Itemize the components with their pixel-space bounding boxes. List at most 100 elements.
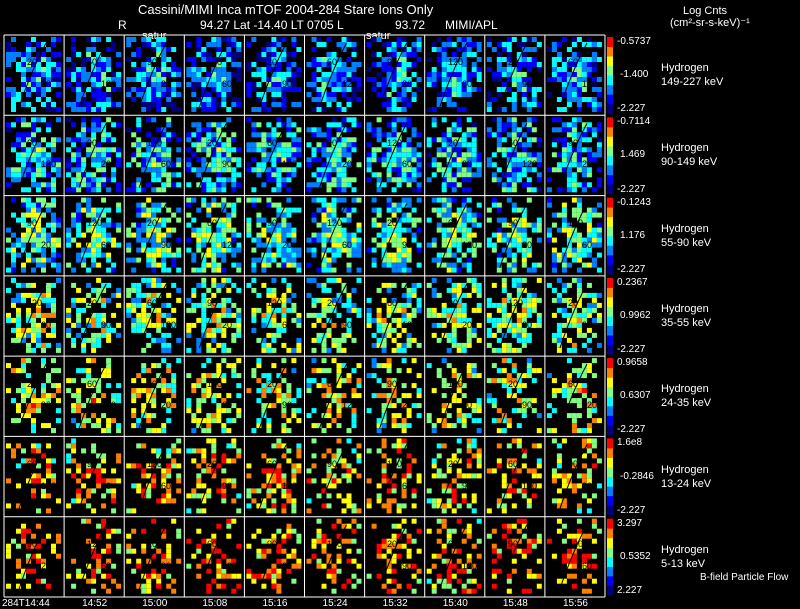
image-annotation: 60 <box>222 400 233 410</box>
image-annotation: 120 <box>522 159 538 169</box>
image-annotation: 90 <box>161 240 172 250</box>
image-annotation: 120 <box>282 159 298 169</box>
heatmap-cell-image <box>6 523 61 590</box>
heatmap-cell-image <box>66 117 122 193</box>
image-annotation: 120 <box>147 459 163 469</box>
heatmap-cell-image <box>486 438 542 514</box>
image-annotation: 20 <box>222 320 233 330</box>
heatmap-cell-image <box>306 277 362 353</box>
colorbar-min-label: -2.227 <box>617 183 646 195</box>
heatmap-cell-image <box>186 117 242 193</box>
image-annotation: 120 <box>582 400 598 410</box>
time-tick-label: 15:40 <box>442 598 468 609</box>
image-annotation: 20 <box>27 379 38 389</box>
image-annotation: 60 <box>147 298 158 308</box>
heatmap-cell-image <box>66 518 122 594</box>
image-annotation: 20 <box>207 138 218 148</box>
image-annotation: 60 <box>522 320 533 330</box>
image-annotation: 90 <box>27 218 38 228</box>
colorbar-mid-label: 0.9962 <box>620 310 651 321</box>
image-annotation: 120 <box>222 240 238 250</box>
legend-bottom: B-field Particle Flow <box>700 572 789 583</box>
image-annotation: 90 <box>41 400 52 410</box>
heatmap-cell-image <box>306 117 362 193</box>
image-annotation: 90 <box>342 320 353 330</box>
image-annotation: 120 <box>222 561 238 571</box>
image-annotation: 20 <box>402 79 413 89</box>
image-annotation: 60 <box>568 57 579 67</box>
image-annotation: 60 <box>402 481 413 491</box>
colorbar <box>607 438 613 516</box>
image-annotation: 20 <box>448 459 459 469</box>
image-annotation: 60 <box>508 138 519 148</box>
image-annotation: 20 <box>568 298 579 308</box>
colorbar-mid-label: -1.400 <box>620 69 649 81</box>
image-annotation: 20 <box>508 57 519 67</box>
heatmap-cell-image <box>306 37 362 112</box>
image-annotation: 60 <box>27 138 38 148</box>
heatmap-cell-image <box>126 37 182 112</box>
heatmap-cell-image <box>306 358 362 434</box>
colorbar-max-label: -0.7114 <box>617 116 651 128</box>
image-annotation: 60 <box>207 218 218 228</box>
colorbar-mid-label: 1.469 <box>620 149 646 161</box>
image-annotation: 20 <box>387 218 398 228</box>
heatmap-cell-image <box>486 197 542 273</box>
image-annotation: 120 <box>161 320 177 330</box>
heatmap-cell-image <box>366 282 422 353</box>
image-annotation: 60 <box>327 57 338 67</box>
image-annotation: 20 <box>27 57 38 67</box>
image-annotation: 90 <box>402 561 413 571</box>
heatmap-cell-image <box>426 197 482 273</box>
image-annotation: 90 <box>267 539 278 549</box>
heatmap-cell-image <box>126 117 182 193</box>
image-annotation: 20 <box>582 481 593 491</box>
species-label: Hydrogen <box>661 62 709 75</box>
colorbar-min-label: -2.227 <box>617 504 646 516</box>
image-annotation: 20 <box>387 539 398 549</box>
heatmap-cell-image <box>66 197 122 273</box>
colorbar-max-label: 0.9658 <box>617 357 648 369</box>
time-tick-label: 15:00 <box>142 598 168 609</box>
image-annotation: 90 <box>582 320 593 330</box>
heatmap-cell-image <box>366 37 422 112</box>
image-annotation: 20 <box>41 561 52 571</box>
image-annotation: 20 <box>282 561 293 571</box>
image-annotation: 90 <box>147 57 158 67</box>
colorbar-max-label: -0.5737 <box>617 36 651 47</box>
image-annotation: 60 <box>462 400 473 410</box>
image-annotation: 90 <box>161 561 172 571</box>
image-annotation: 20 <box>448 138 459 148</box>
image-annotation: 120 <box>342 400 358 410</box>
heatmap-cell-image <box>426 37 482 112</box>
time-tick-label: 15:32 <box>382 598 408 609</box>
heatmap-cell-image <box>546 277 602 353</box>
heatmap-cell-image <box>246 523 302 594</box>
heatmap-cell-image <box>246 277 302 353</box>
energy-label: 24-35 keV <box>661 397 712 410</box>
heatmap-cell-image <box>186 358 242 434</box>
image-annotation: 60 <box>582 240 593 250</box>
l-value: 93.72 <box>395 18 426 32</box>
units-subtitle: (cm²-sr-s-keV)⁻¹ <box>670 17 750 29</box>
image-annotation: 90 <box>27 539 38 549</box>
species-label: Hydrogen <box>661 303 709 315</box>
image-annotation: 90 <box>508 218 519 228</box>
heatmap-cell-image <box>126 277 182 353</box>
image-annotation: 120 <box>41 481 57 491</box>
heatmap-cell-image <box>366 117 422 193</box>
image-annotation: 120 <box>387 459 403 469</box>
heatmap-cell-image <box>426 277 482 353</box>
colorbar-min-label: -2.227 <box>617 263 646 275</box>
image-annotation: 20 <box>508 379 519 389</box>
heatmap-cell-image <box>546 117 602 193</box>
image-annotation: 20 <box>267 379 278 389</box>
image-annotation: 90 <box>462 481 473 491</box>
image-annotation: 20 <box>267 57 278 67</box>
colorbar-max-label: 0.2367 <box>617 276 648 288</box>
energy-label: 13-24 keV <box>661 477 712 490</box>
energy-label: 35-55 keV <box>661 317 712 329</box>
image-annotation: 60 <box>508 459 519 469</box>
heatmap-cell-image <box>546 37 602 112</box>
